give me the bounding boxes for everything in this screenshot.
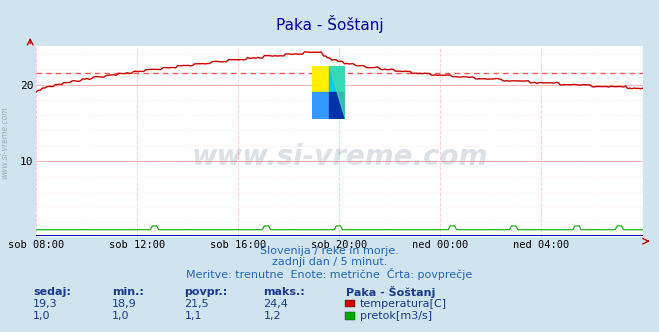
Text: sedaj:: sedaj:: [33, 287, 71, 297]
Bar: [312, 92, 329, 119]
Text: Paka - Šoštanj: Paka - Šoštanj: [346, 286, 436, 298]
Text: Meritve: trenutne  Enote: metrične  Črta: povprečje: Meritve: trenutne Enote: metrične Črta: …: [186, 268, 473, 280]
Text: 21,5: 21,5: [185, 299, 209, 309]
Text: 19,3: 19,3: [33, 299, 57, 309]
Text: povpr.:: povpr.:: [185, 287, 228, 297]
Text: temperatura[C]: temperatura[C]: [360, 299, 447, 309]
Text: www.si-vreme.com: www.si-vreme.com: [191, 143, 488, 171]
Text: 1,0: 1,0: [112, 311, 130, 321]
Text: 1,1: 1,1: [185, 311, 202, 321]
Text: pretok[m3/s]: pretok[m3/s]: [360, 311, 432, 321]
Polygon shape: [329, 65, 345, 119]
Text: 18,9: 18,9: [112, 299, 137, 309]
Polygon shape: [312, 65, 345, 119]
Text: 1,2: 1,2: [264, 311, 281, 321]
Text: 24,4: 24,4: [264, 299, 289, 309]
Bar: [329, 92, 345, 119]
Text: min.:: min.:: [112, 287, 144, 297]
Text: www.si-vreme.com: www.si-vreme.com: [1, 107, 10, 179]
Bar: [312, 65, 329, 92]
Text: Slovenija / reke in morje.: Slovenija / reke in morje.: [260, 246, 399, 256]
Text: 1,0: 1,0: [33, 311, 51, 321]
Bar: [329, 65, 345, 92]
Text: Paka - Šoštanj: Paka - Šoštanj: [275, 15, 384, 33]
Text: maks.:: maks.:: [264, 287, 305, 297]
Text: zadnji dan / 5 minut.: zadnji dan / 5 minut.: [272, 257, 387, 267]
